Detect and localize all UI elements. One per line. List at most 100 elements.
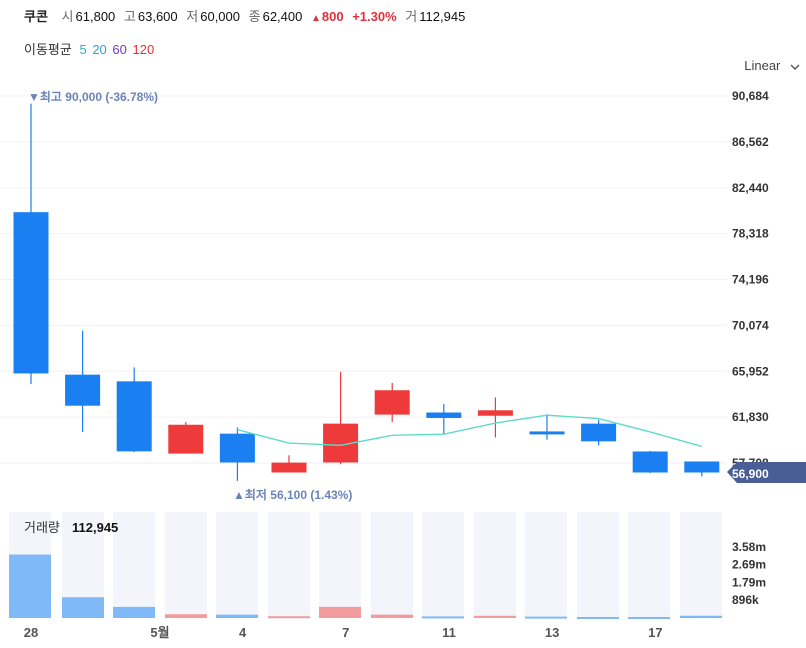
candles — [13, 103, 720, 481]
low-value: 60,000 — [200, 9, 240, 24]
volume-bar — [268, 616, 310, 619]
ma-legend-label: 이동평균 — [24, 42, 72, 57]
volume-bar — [422, 616, 464, 619]
price-tick-label: 86,562 — [732, 135, 769, 149]
volume-panel — [216, 512, 258, 618]
volume-tick-label: 3.58m — [732, 540, 766, 554]
price-tag-shape — [727, 462, 806, 483]
volume-bar — [628, 617, 670, 620]
volume-panel — [680, 512, 722, 618]
volume-panel — [319, 512, 361, 618]
change-percent: +1.30% — [352, 9, 397, 24]
x-tick-label: 28 — [24, 625, 38, 640]
ma5-series — [237, 414, 702, 448]
candle-body — [529, 431, 565, 435]
low-annotation: ▲최저 56,100 (1.43%) — [233, 487, 352, 502]
scale-select[interactable]: Linear — [744, 58, 800, 73]
volume-panel — [165, 512, 207, 618]
volume-panel — [525, 512, 567, 618]
candle-body — [219, 433, 255, 463]
volume-title-value: 112,945 — [72, 520, 118, 535]
volume-axis: 3.58m 2.69m 1.79m 896k — [732, 540, 766, 607]
ma-period-20: 20 — [92, 42, 107, 57]
price-tick-label: 74,196 — [732, 273, 769, 287]
ma-period-60: 60 — [112, 42, 127, 57]
volume-label: 거 — [405, 9, 418, 24]
volume-panel — [268, 512, 310, 618]
price-tick-label: 65,952 — [732, 364, 769, 378]
candle-body — [168, 424, 204, 454]
x-tick-label: 17 — [648, 625, 662, 640]
candle-body — [271, 462, 307, 473]
price-axis: 90,684 86,562 82,440 78,318 74,196 70,074 65,9… — [732, 89, 769, 470]
price-tick-label: 90,684 — [732, 89, 769, 103]
volume-bar — [113, 606, 155, 618]
price-tag-text: 56,900 — [732, 467, 769, 481]
change-value: 800 — [321, 9, 344, 24]
price-tick-label: 61,830 — [732, 410, 769, 424]
volume-panel — [577, 512, 619, 618]
candle-body — [13, 212, 49, 374]
volume-tick-label: 1.79m — [732, 576, 766, 590]
close-value: 62,400 — [262, 9, 303, 24]
volume-tick-label: 2.69m — [732, 558, 766, 572]
volume-tick-label: 896k — [732, 593, 759, 607]
candle-body — [632, 451, 668, 473]
x-tick-label: 11 — [442, 625, 456, 640]
candle-body — [65, 374, 101, 406]
current-price-tag: 56,900 — [727, 462, 806, 483]
x-tick-label: 4 — [239, 625, 247, 640]
high-value: 63,600 — [137, 9, 178, 24]
volume-title-label: 거래량 — [24, 520, 60, 535]
volume-bar — [165, 614, 207, 618]
annotations: ▼최고 90,000 (-36.78%) ▲최저 56,100 (1.43%) — [28, 89, 352, 502]
volume-bar — [680, 615, 722, 618]
price-tick-label: 70,074 — [732, 318, 769, 332]
volume-panel — [422, 512, 464, 618]
candle-body — [477, 410, 513, 416]
moving-average-legend[interactable]: 이동평균 5 20 60 120 — [24, 39, 158, 58]
x-tick-label: 13 — [545, 625, 559, 640]
candle-body — [684, 461, 720, 473]
ma-period-5: 5 — [79, 42, 87, 57]
open-value: 61,800 — [75, 9, 116, 24]
volume-panel — [371, 512, 413, 618]
open-label: 시 — [61, 9, 74, 24]
high-label: 고 — [123, 9, 136, 24]
volume-bar — [216, 614, 258, 618]
volume-title: 거래량 112,945 — [24, 520, 118, 535]
scale-select-value: Linear — [744, 58, 781, 73]
ma5-line — [237, 414, 702, 448]
stock-name: 쿠콘 — [24, 9, 48, 24]
candle-body — [426, 412, 462, 418]
price-tick-label: 82,440 — [732, 181, 769, 195]
volume-bar — [577, 617, 619, 620]
volume-bar — [525, 616, 567, 619]
volume-bar — [371, 614, 413, 618]
volume-bar — [474, 615, 516, 618]
candle-body — [116, 381, 152, 452]
price-grid — [0, 95, 727, 464]
x-tick-label: 7 — [342, 625, 349, 640]
volume-panel — [628, 512, 670, 618]
x-axis: 28 5월 4 7 11 13 17 — [24, 625, 663, 640]
chevron-down-icon — [790, 64, 800, 70]
volume-panels — [9, 512, 722, 618]
change-up-icon: ▲ — [310, 13, 321, 24]
close-label: 종 — [248, 9, 261, 24]
volume-value: 112,945 — [419, 9, 466, 24]
price-tick-label: 78,318 — [732, 227, 769, 241]
volume-bar — [319, 606, 361, 618]
candle-body — [374, 390, 410, 415]
volume-bar — [9, 554, 51, 618]
volume-bar — [62, 597, 104, 618]
high-annotation: ▼최고 90,000 (-36.78%) — [28, 89, 158, 104]
price-header: 쿠콘 시 61,800 고 63,600 저 60,000 종 62,400 ▲800 … — [24, 6, 470, 26]
volume-bars — [9, 554, 722, 620]
candle-body — [581, 423, 617, 442]
low-label: 저 — [186, 9, 199, 24]
volume-panel — [474, 512, 516, 618]
ma-period-120: 120 — [132, 42, 155, 57]
volume-panel — [113, 512, 155, 618]
